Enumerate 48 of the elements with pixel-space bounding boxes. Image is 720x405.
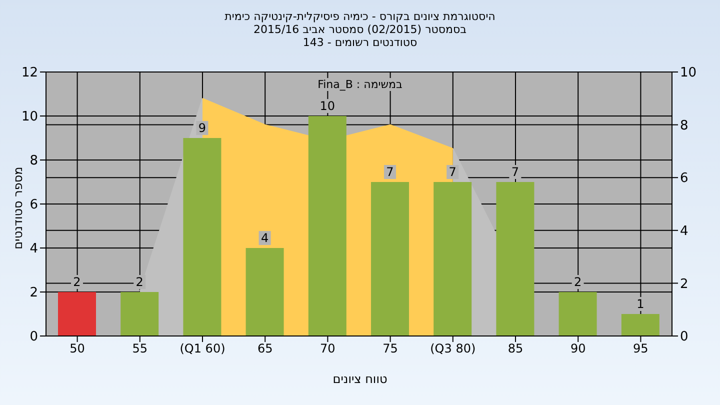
y-tick-label: 4 bbox=[30, 242, 38, 257]
annotation: במשימה : Fina_B bbox=[314, 78, 406, 91]
x-axis-title: טווח ציונים bbox=[332, 372, 388, 386]
data-label: 10 bbox=[320, 99, 336, 113]
bar bbox=[120, 292, 159, 336]
data-label: 1 bbox=[636, 297, 644, 311]
chart-title: היסטוגרמת ציונים בקורס - כימיה פיסיקלית-קינטיקה כימית bbox=[224, 10, 496, 23]
x-tick-label: 70 bbox=[320, 342, 336, 356]
bar bbox=[308, 116, 346, 336]
x-tick-label: 55 bbox=[132, 342, 148, 356]
data-label: 4 bbox=[260, 231, 269, 245]
x-tick-label: (Q1 60) bbox=[180, 342, 226, 356]
bar bbox=[371, 182, 409, 336]
y-tick-label: 0 bbox=[30, 330, 38, 345]
bar bbox=[558, 292, 597, 336]
bar bbox=[58, 292, 96, 336]
data-label: 2 bbox=[73, 275, 81, 289]
bar bbox=[246, 248, 284, 336]
x-tick-label: 65 bbox=[257, 342, 273, 356]
y-tick-label: 8 bbox=[30, 154, 38, 169]
bar bbox=[621, 314, 660, 336]
x-tick-label: 50 bbox=[70, 342, 85, 356]
x-tick-label: (Q3 80) bbox=[430, 342, 476, 356]
data-label: 2 bbox=[574, 275, 582, 289]
y-tick-label: 2 bbox=[30, 286, 38, 301]
y2-tick-label: 8 bbox=[680, 118, 688, 134]
bar bbox=[183, 138, 222, 336]
y2-tick-label: 4 bbox=[680, 224, 688, 240]
y-tick-label: 6 bbox=[30, 198, 38, 213]
data-label: 7 bbox=[511, 165, 520, 179]
y2-tick-label: 6 bbox=[680, 171, 688, 186]
y-axis-title: מספר סטודנטים bbox=[11, 166, 25, 250]
data-label: 9 bbox=[198, 121, 206, 135]
x-tick-label: 75 bbox=[382, 342, 398, 356]
data-label: 7 bbox=[386, 165, 394, 179]
data-label: 2 bbox=[136, 275, 144, 289]
x-tick-label: 90 bbox=[570, 342, 586, 356]
y2-tick-label: 2 bbox=[680, 276, 688, 292]
y2-tick-label: 0 bbox=[680, 330, 688, 345]
x-tick-label: 85 bbox=[508, 342, 524, 356]
data-label: 7 bbox=[448, 165, 456, 179]
x-tick-label: 95 bbox=[633, 342, 648, 356]
y-tick-label: 12 bbox=[21, 66, 38, 81]
chart-subtitle: בסמסטר (02/2015) סמסטר אביב 2015/16 סטודנטים רשומים - 143 bbox=[252, 23, 468, 49]
bar bbox=[496, 182, 534, 336]
y-tick-label: 10 bbox=[21, 110, 38, 125]
y2-tick-label: 10 bbox=[680, 66, 697, 81]
bar bbox=[434, 182, 472, 336]
